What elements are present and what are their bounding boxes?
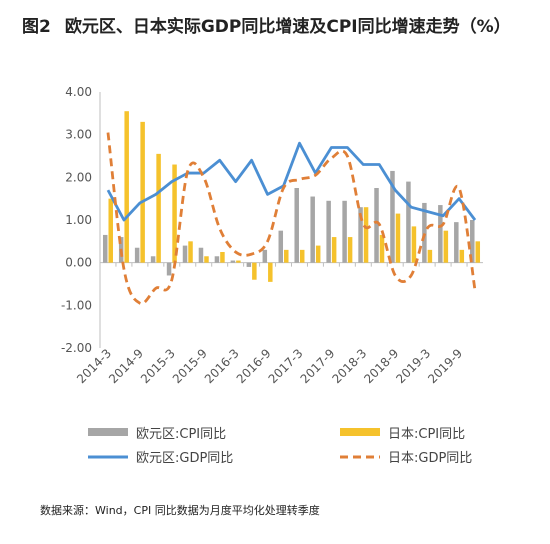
bar-japan-cpi <box>379 234 385 263</box>
bar-japan-cpi <box>347 237 353 263</box>
bar-japan-cpi <box>395 213 401 263</box>
bar-euro-cpi <box>262 249 268 263</box>
bar-euro-cpi <box>390 170 395 263</box>
bar-euro-cpi <box>166 262 172 276</box>
line-euro-gdp <box>106 141 477 222</box>
bar-japan-cpi <box>236 260 241 263</box>
bar-euro-cpi <box>470 220 475 263</box>
bar-japan-cpi <box>299 249 305 263</box>
bar-japan-cpi <box>331 237 337 263</box>
bar-euro-cpi <box>134 247 140 263</box>
x-tick-label: 2019-9 <box>425 346 465 386</box>
bar-japan-cpi <box>427 249 433 263</box>
bar-euro-cpi <box>278 230 284 263</box>
bar-euro-cpi <box>326 200 331 263</box>
bar-japan-cpi <box>172 164 177 263</box>
x-tick-label: 2015-3 <box>138 346 178 386</box>
figure-number: 图2 <box>22 17 51 37</box>
chart-svg: 4.003.002.001.000.00-1.00-2.002014-32014… <box>61 85 483 466</box>
bar-euro-cpi <box>454 222 459 263</box>
legend-swatch <box>88 428 128 436</box>
bar-euro-cpi <box>198 247 204 263</box>
x-tick-label: 2016-3 <box>202 346 242 386</box>
y-tick-label: -1.00 <box>61 298 92 312</box>
bar-euro-cpi <box>310 196 315 263</box>
y-tick-label: -2.00 <box>61 341 92 355</box>
bar-japan-cpi <box>315 245 321 263</box>
chart-title: 图2 欧元区、日本实际GDP同比增速及CPI同比增速走势（%） <box>22 12 511 37</box>
legend-swatch <box>340 428 380 436</box>
bar-japan-cpi <box>140 121 145 263</box>
bar-euro-cpi <box>406 181 411 263</box>
source-note: 数据来源：Wind，CPI 同比数据为月度平均化处理转季度 <box>40 504 320 517</box>
bar-japan-cpi <box>475 241 481 263</box>
x-tick-label: 2017-9 <box>298 346 338 386</box>
y-tick-label: 0.00 <box>65 256 92 270</box>
bar-japan-cpi <box>124 111 129 263</box>
bar-japan-cpi <box>204 256 209 263</box>
y-tick-label: 1.00 <box>65 213 92 227</box>
y-tick-label: 4.00 <box>65 85 92 99</box>
bar-euro-cpi <box>438 205 443 263</box>
bar-euro-cpi <box>342 200 347 263</box>
y-tick-label: 3.00 <box>65 128 92 142</box>
x-tick-label: 2018-9 <box>361 346 401 386</box>
bar-japan-cpi <box>188 241 193 263</box>
line-japan-gdp <box>106 132 477 306</box>
bar-euro-cpi <box>294 188 299 263</box>
bar-euro-cpi <box>214 256 220 263</box>
bar-euro-cpi <box>358 207 363 263</box>
bar-japan-cpi <box>459 249 465 263</box>
bar-euro-cpi <box>182 245 188 263</box>
bar-euro-cpi <box>246 262 252 267</box>
x-tick-label: 2016-9 <box>234 346 274 386</box>
bar-euro-cpi <box>230 260 236 263</box>
figure-title: 欧元区、日本实际GDP同比增速及CPI同比增速走势（%） <box>64 17 511 37</box>
bar-euro-cpi <box>150 256 156 263</box>
y-tick-label: 2.00 <box>65 170 92 184</box>
legend-label: 日本:CPI同比 <box>388 427 465 442</box>
x-tick-label: 2017-3 <box>266 346 306 386</box>
bar-japan-cpi <box>443 230 449 263</box>
bar-japan-cpi <box>220 252 225 263</box>
legend-label: 欧元区:CPI同比 <box>136 427 226 442</box>
bar-japan-cpi <box>268 262 273 282</box>
x-tick-label: 2019-3 <box>393 346 433 386</box>
x-tick-label: 2018-3 <box>329 346 369 386</box>
bar-japan-cpi <box>252 262 257 280</box>
bar-japan-cpi <box>411 226 417 263</box>
bar-japan-cpi <box>108 198 113 263</box>
chart-panel: 4.00 3.00 2.00 1.00 0.00 -1.00 -2.00 2014-3 2014… <box>30 52 550 484</box>
bar-japan-cpi <box>156 153 161 263</box>
bar-japan-cpi <box>284 249 289 263</box>
legend-label: 欧元区:GDP同比 <box>136 451 233 466</box>
x-tick-label: 2015-9 <box>170 346 210 386</box>
bar-euro-cpi <box>102 234 108 263</box>
legend-label: 日本:GDP同比 <box>388 451 472 466</box>
bar-japan-cpi <box>363 207 369 263</box>
x-tick-label: 2014-9 <box>106 346 146 386</box>
bar-euro-cpi <box>374 188 379 263</box>
